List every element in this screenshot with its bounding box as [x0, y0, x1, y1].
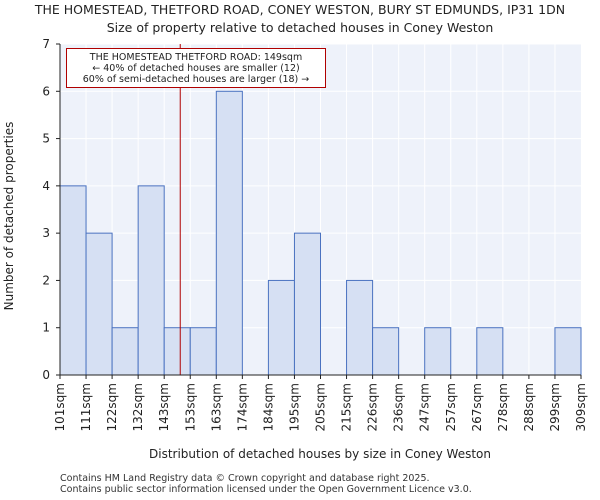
annotation-line-1: THE HOMESTEAD THETFORD ROAD: 149sqm: [89, 52, 303, 63]
annotation-line-2: ← 40% of detached houses are smaller (12…: [92, 63, 300, 74]
y-tick-labels: 0 1 2 3 4 5 6 7: [42, 37, 60, 382]
x-tick-label: 205sqm: [314, 383, 328, 431]
x-tick-label: 226sqm: [366, 383, 380, 431]
bar-247sqm: [424, 327, 452, 376]
x-tick-label: 299sqm: [548, 383, 562, 431]
y-tick-label: 2: [42, 273, 50, 287]
x-tick-label: 153sqm: [183, 383, 197, 431]
x-tick-labels: 101sqm 111sqm 122sqm 132sqm 143sqm 153sqm 163s…: [53, 375, 588, 431]
bar-195sqm: [293, 232, 322, 376]
bars: [59, 90, 582, 376]
bar-111sqm: [85, 232, 113, 376]
y-tick-label: 0: [42, 368, 50, 382]
bar-132sqm: [137, 185, 165, 376]
bar-122sqm: [111, 327, 139, 376]
annotation-box: THE HOMESTEAD THETFORD ROAD: 149sqm ← 40…: [66, 48, 326, 88]
y-tick-label: 4: [42, 179, 50, 193]
x-axis-label: Distribution of detached houses by size …: [149, 447, 491, 461]
bar-267sqm: [476, 327, 504, 376]
footer-line-2: Contains public sector information licen…: [60, 484, 472, 495]
x-tick-label: 111sqm: [79, 383, 93, 431]
bar-215sqm: [346, 279, 374, 376]
x-tick-label: 132sqm: [131, 383, 145, 431]
bar-226sqm: [372, 327, 400, 376]
x-tick-label: 122sqm: [105, 383, 119, 431]
x-tick-label: 236sqm: [392, 383, 406, 431]
x-tick-label: 288sqm: [522, 383, 536, 431]
x-tick-label: 215sqm: [340, 383, 354, 431]
y-tick-label: 7: [42, 37, 50, 51]
x-tick-label: 247sqm: [418, 383, 432, 431]
bar-143sqm: [163, 327, 191, 376]
bar-153sqm: [189, 327, 217, 376]
chart-title: THE HOMESTEAD, THETFORD ROAD, CONEY WEST…: [34, 2, 566, 17]
y-tick-label: 3: [42, 226, 50, 240]
annotation-line-3: 60% of semi-detached houses are larger (…: [82, 74, 310, 85]
x-tick-label: 195sqm: [287, 383, 301, 431]
x-tick-label: 101sqm: [53, 383, 67, 431]
x-tick-label: 267sqm: [470, 383, 484, 431]
footer-line-1: Contains HM Land Registry data © Crown c…: [60, 473, 430, 484]
x-tick-label: 163sqm: [209, 383, 223, 431]
bar-163sqm: [215, 90, 243, 376]
x-tick-label: 257sqm: [444, 383, 458, 431]
x-tick-label: 278sqm: [496, 383, 510, 431]
bar-299sqm: [554, 327, 582, 376]
y-axis-label: Number of detached properties: [2, 122, 16, 311]
chart-subtitle: Size of property relative to detached ho…: [106, 20, 494, 35]
x-tick-label: 174sqm: [235, 383, 249, 431]
x-tick-label: 309sqm: [574, 383, 588, 431]
x-tick-label: 184sqm: [261, 383, 275, 431]
y-tick-label: 6: [42, 84, 50, 98]
y-tick-label: 1: [42, 321, 50, 335]
y-tick-label: 5: [42, 132, 50, 146]
x-tick-label: 143sqm: [157, 383, 171, 431]
bar-184sqm: [267, 279, 295, 376]
bar-101sqm: [59, 185, 87, 376]
